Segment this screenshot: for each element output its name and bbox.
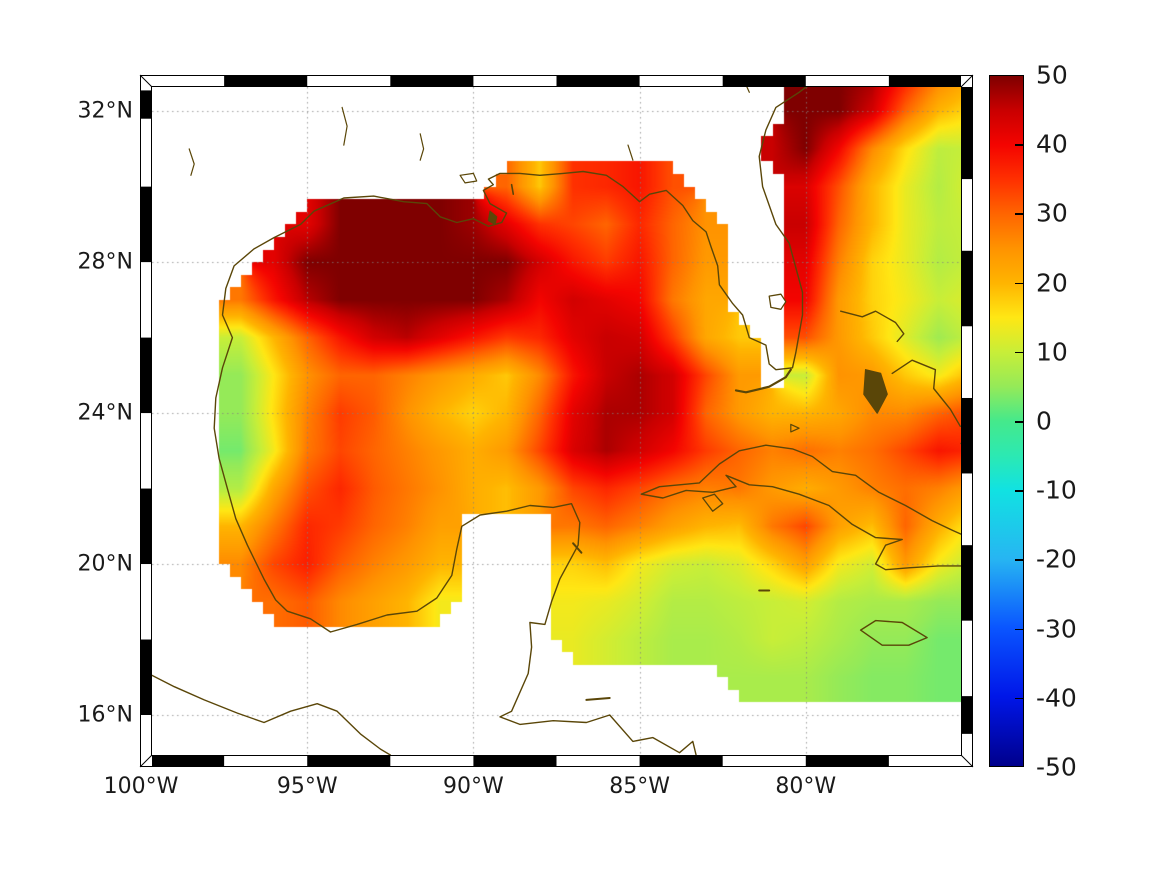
coastline-isla-juventud (702, 493, 724, 512)
coastline-river-chattahoochee (627, 144, 634, 161)
coastline-jamaica (859, 619, 928, 646)
coastline-andros (863, 369, 888, 414)
map-heatmap (152, 87, 961, 755)
colorbar-tick-label: -50 (1036, 752, 1077, 782)
x-tick-label: 85°W (609, 774, 670, 799)
colorbar-tick-label: 10 (1036, 337, 1068, 367)
y-tick-label: 20°N (77, 551, 133, 577)
coastlines-group (152, 87, 961, 755)
colorbar-tick (1015, 282, 1024, 285)
colorbar-tick-label: -10 (1036, 475, 1077, 505)
colorbar-tick-label: -40 (1036, 683, 1077, 713)
coastline-gulf-atlantic-mainland (213, 87, 808, 755)
colorbar-tick-label: 50 (1036, 60, 1068, 90)
coastline-lake-okeechobee (768, 293, 787, 310)
coastline-cay-sal-bank (790, 423, 800, 433)
coastline-river-mississippi (419, 133, 425, 161)
colorbar-tick (1015, 421, 1024, 423)
colorbar-tick-label: -30 (1036, 614, 1077, 644)
colorbar-tick (1015, 213, 1024, 215)
colorbar-tick-label: 30 (1036, 198, 1068, 228)
colorbar-tick (1015, 351, 1024, 354)
x-tick-label: 95°W (276, 774, 338, 799)
colorbar-tick (1015, 559, 1024, 561)
coastline-lake-pontchartrain (459, 172, 478, 184)
y-tick-label: 24°N (77, 400, 133, 426)
coastline-river-texas (188, 148, 195, 176)
colorbar-tick (1015, 628, 1024, 631)
coastline-chandeleur-islands (510, 183, 515, 195)
coastline-cuba (640, 444, 961, 571)
x-tick-label: 90°W (443, 774, 504, 799)
colorbar-tick-label: -20 (1036, 544, 1077, 574)
y-tick-label: 32°N (77, 98, 133, 124)
colorbar-tick-label: 40 (1036, 129, 1068, 159)
colorbar-tick (1015, 490, 1024, 492)
y-tick-label: 16°N (77, 702, 133, 728)
colorbar-tick-label: 20 (1036, 268, 1068, 298)
coastline-mississippi-delta-marsh (487, 210, 498, 225)
coastline-eleuthera-exuma (891, 359, 961, 427)
coastline-pacific-coast-mexico (152, 674, 391, 755)
y-tick-label: 28°N (77, 249, 133, 275)
colorbar-tick-label: 0 (1036, 406, 1052, 436)
coastline-grand-bahama-abaco (840, 310, 905, 343)
x-tick-label: 100°W (103, 774, 179, 799)
map-frame (139, 74, 974, 768)
colorbar-tick (1015, 697, 1024, 700)
coastline-cozumel (572, 542, 583, 554)
colorbar-tick (1015, 144, 1024, 146)
x-tick-label: 80°W (775, 774, 837, 799)
coastline-river-savannah (746, 87, 750, 93)
coastline-honduras-bay-islands (585, 697, 611, 701)
coastline-river-sabine (341, 106, 348, 146)
coastline-florida-keys (734, 368, 792, 394)
